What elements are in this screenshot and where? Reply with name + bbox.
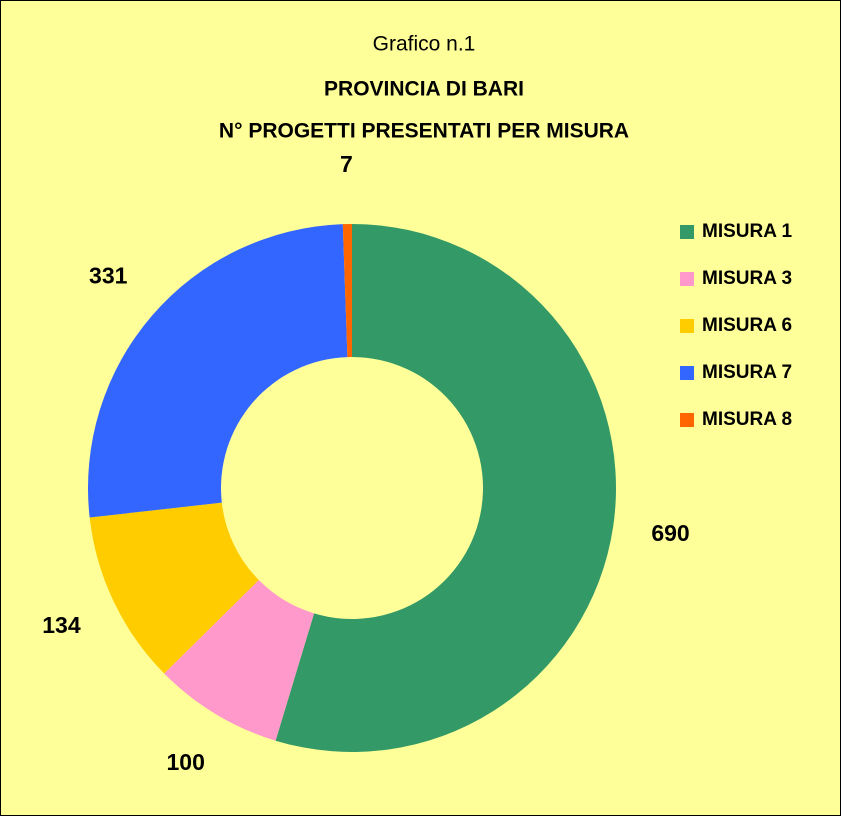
legend-swatch — [680, 366, 694, 380]
data-label: 100 — [167, 749, 205, 775]
chart-subtitle: N° PROGETTI PRESENTATI PER MISURA — [219, 120, 629, 143]
data-label: 690 — [651, 520, 689, 546]
legend-label: MISURA 6 — [702, 315, 792, 336]
legend-swatch — [680, 272, 694, 286]
chart-subtitle: PROVINCIA DI BARI — [324, 78, 524, 101]
donut-slice — [164, 580, 315, 741]
legend-swatch — [680, 413, 694, 427]
data-label: 7 — [340, 151, 353, 177]
legend-label: MISURA 3 — [702, 268, 792, 289]
chart-title: Grafico n.1 — [373, 33, 476, 56]
donut-slice — [88, 224, 348, 518]
donut-slice — [89, 502, 259, 674]
data-label: 331 — [89, 263, 128, 289]
legend-label: MISURA 8 — [702, 409, 792, 430]
legend-label: MISURA 7 — [702, 362, 792, 383]
legend-swatch — [680, 225, 694, 239]
data-label: 134 — [42, 612, 81, 638]
donut-slice — [275, 224, 616, 752]
legend-swatch — [680, 319, 694, 333]
donut-slice — [342, 224, 352, 358]
legend-label: MISURA 1 — [702, 221, 793, 242]
